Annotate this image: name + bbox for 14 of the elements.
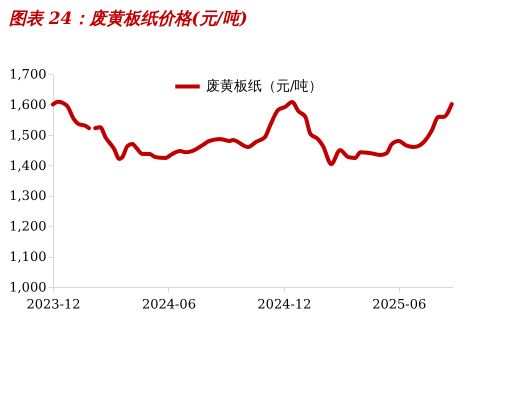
y-tick-label: 1,100 [9, 250, 46, 266]
y-tick-label: 1,500 [9, 128, 46, 144]
x-tick-label: 2024-06 [142, 298, 196, 312]
y-tick-label: 1,600 [9, 98, 46, 113]
y-tick-label: 1,000 [9, 280, 46, 296]
x-tick-label: 2025-06 [372, 298, 426, 312]
chart-title: 图表 24：废黄板纸价格(元/吨) [8, 9, 248, 29]
legend-label: 废黄板纸（元/吨） [206, 78, 323, 94]
x-tick-label: 2024-12 [257, 298, 312, 312]
y-tick-label: 1,700 [9, 68, 46, 82]
y-tick-label: 1,200 [9, 220, 46, 235]
y-tick-label: 1,400 [9, 158, 46, 174]
x-tick-label: 2023-12 [26, 298, 81, 312]
y-tick-label: 1,300 [9, 189, 46, 204]
